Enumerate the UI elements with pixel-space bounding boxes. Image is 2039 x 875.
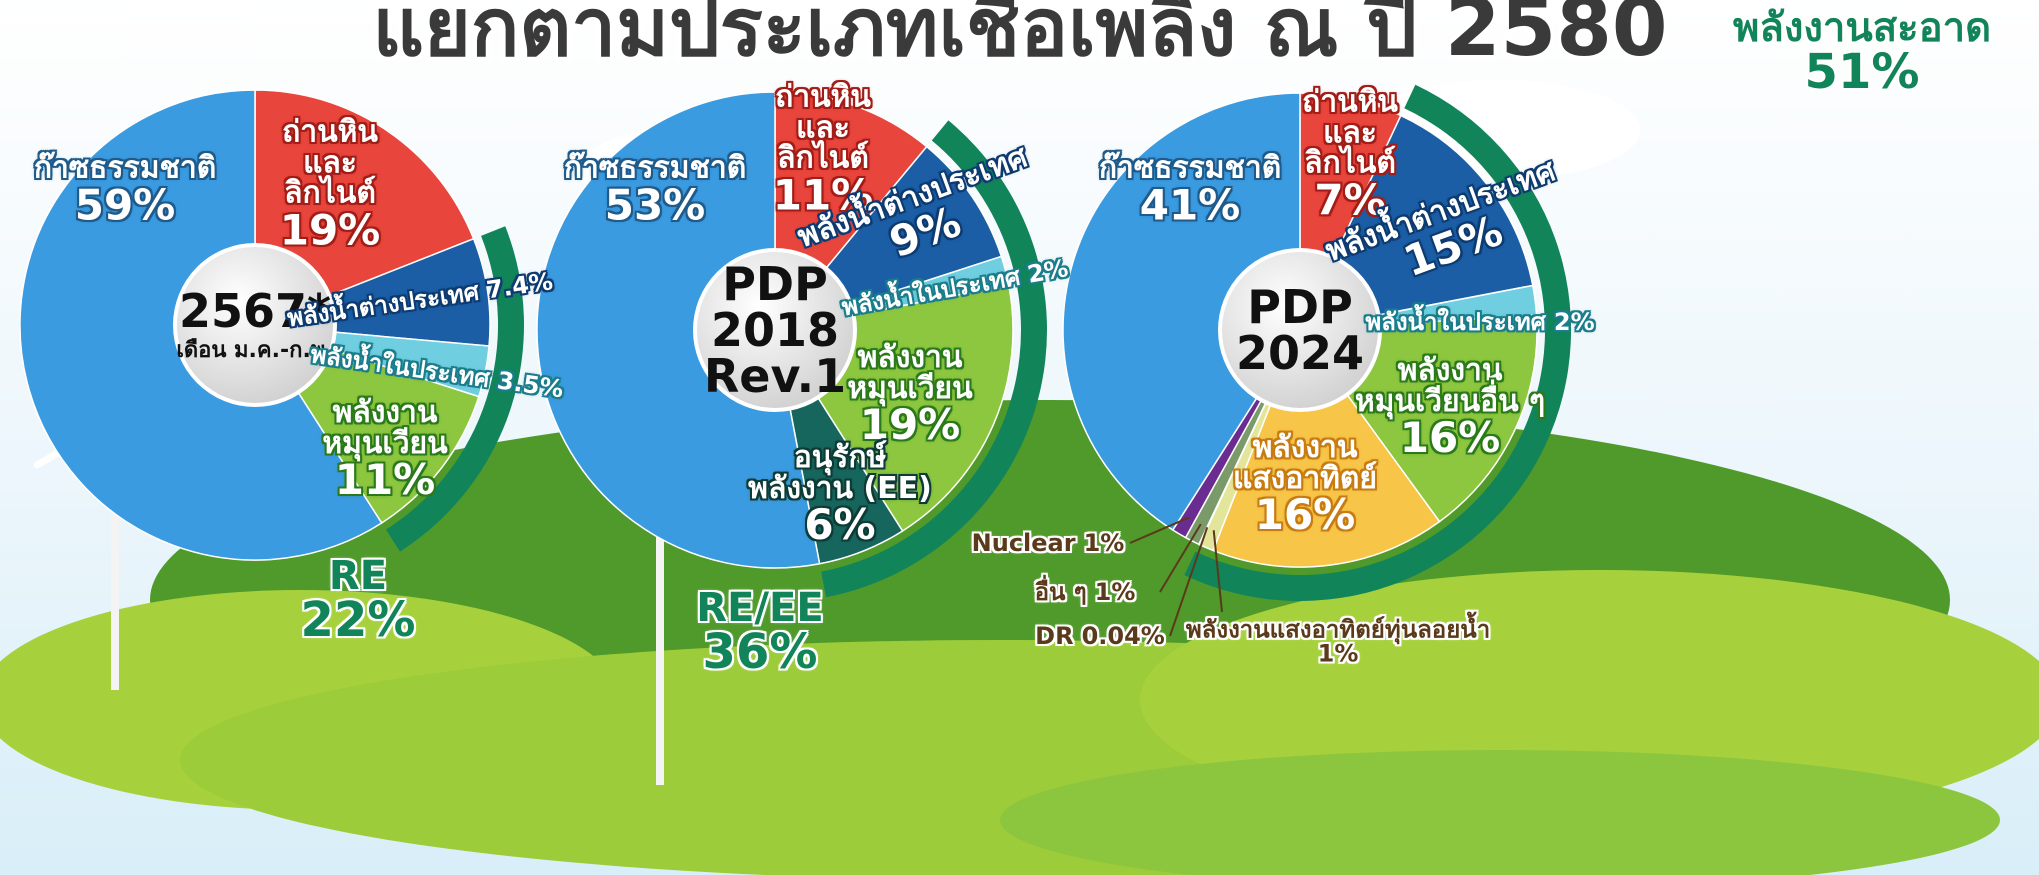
category-label: ถ่านหิน และ ลิกไนต์	[1302, 88, 1398, 180]
title: แยกตามประเภทเชื้อเพลิง ณ ปี 2580	[372, 0, 1667, 74]
category-label: Nuclear	[972, 531, 1076, 555]
value-label: 6%	[804, 504, 875, 547]
slice-label: อื่น ๆ 1%	[1035, 580, 1136, 604]
category-label: พลังงาน หมุนเวียน	[322, 398, 447, 459]
ring-name: พลังงานสะอาด	[1733, 8, 1991, 48]
ring-name: RE/EE	[696, 588, 823, 628]
ring-value: 51%	[1733, 48, 1991, 96]
infographic: แยกตามประเภทเชื้อเพลิง ณ ปี 2580 2567*เด…	[0, 0, 2039, 875]
slice-label: พลังงาน แสงอาทิตย์16%	[1233, 433, 1377, 537]
category-label: พลังงาน หมุนเวียน	[847, 343, 972, 404]
category-label: อนุรักษ์ พลังงาน (EE)	[748, 443, 932, 504]
slice-label: พลังน้ำในประเทศ 2%	[1365, 310, 1594, 334]
ring-value: 36%	[696, 628, 823, 676]
slice-label: ก๊าซธรรมชาติ53%	[564, 153, 746, 226]
category-label: ถ่านหิน และ ลิกไนต์	[775, 83, 871, 175]
value-label: 1%	[1095, 580, 1136, 604]
category-label: DR	[1035, 624, 1073, 648]
category-label: พลังงานแสงอาทิตย์ทุ่นลอยน้ำ	[1186, 618, 1490, 642]
category-label: พลังงาน แสงอาทิตย์	[1233, 433, 1377, 494]
category-label: ก๊าซธรรมชาติ	[564, 153, 746, 184]
value-label: 1%	[1318, 642, 1359, 666]
category-label: ก๊าซธรรมชาติ	[1099, 153, 1281, 184]
value-label: 0.04%	[1082, 624, 1165, 648]
value-label: 2%	[1554, 310, 1595, 334]
slice-label: DR 0.04%	[1035, 624, 1165, 648]
value-label: 53%	[605, 184, 706, 227]
value-label: 59%	[75, 184, 176, 227]
slice-label: Nuclear 1%	[972, 531, 1125, 555]
category-label: พลังน้ำในประเทศ	[1365, 310, 1546, 334]
category-label: ก๊าซธรรมชาติ	[34, 153, 216, 184]
slice-label: ถ่านหิน และ ลิกไนต์19%	[280, 118, 381, 253]
slice-label: อนุรักษ์ พลังงาน (EE)6%	[748, 443, 932, 547]
value-label: 2%	[1026, 256, 1070, 287]
slice-label: ก๊าซธรรมชาติ59%	[34, 153, 216, 226]
value-label: 41%	[1140, 184, 1241, 227]
ring-value: 22%	[301, 596, 416, 644]
slice-label: ถ่านหิน และ ลิกไนต์7%	[1302, 88, 1398, 223]
value-label: 11%	[335, 459, 436, 502]
ring-name: RE	[301, 556, 416, 596]
slice-label: ก๊าซธรรมชาติ41%	[1099, 153, 1281, 226]
category-label: ถ่านหิน และ ลิกไนต์	[282, 118, 378, 210]
value-label: 16%	[1400, 417, 1501, 460]
value-label: 1%	[1084, 531, 1125, 555]
category-label: พลังงาน หมุนเวียนอื่น ๆ	[1355, 356, 1545, 417]
value-label: 19%	[280, 209, 381, 252]
category-label: อื่น ๆ	[1035, 580, 1087, 604]
value-label: 16%	[1255, 494, 1356, 537]
